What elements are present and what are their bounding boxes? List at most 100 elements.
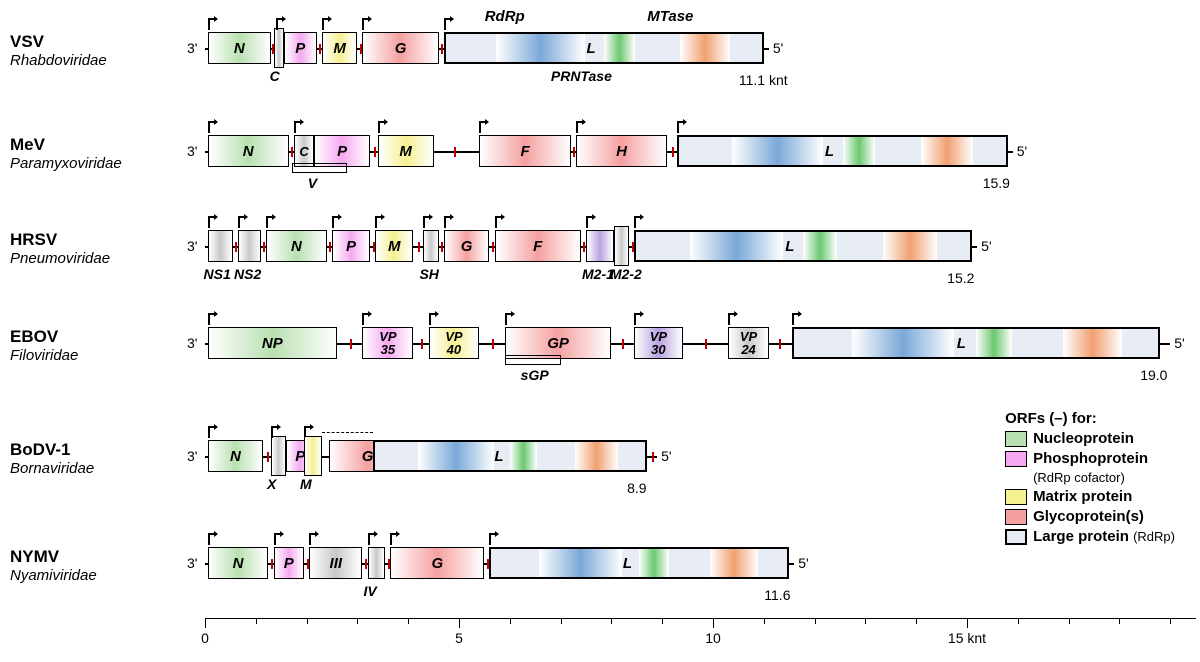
domain-label: PRNTase <box>551 68 612 84</box>
tss-arrow-icon <box>362 313 372 323</box>
tss-arrow-icon <box>208 216 218 226</box>
gene-VP30: VP30 <box>634 327 682 359</box>
genome-diagram-figure: VSVRhabdoviridae 3'5'11.1 kntNCPMGLRdRpMT… <box>10 10 1190 652</box>
tss-arrow-icon <box>728 313 738 323</box>
tss-arrow-icon <box>429 313 439 323</box>
gene-III: III <box>309 547 362 579</box>
three-prime-label: 3' <box>187 335 197 351</box>
tss-arrow-icon <box>444 216 454 226</box>
domain-label: RdRp <box>485 8 525 25</box>
five-prime-label: 5' <box>798 555 1198 571</box>
genome-row-ebov: 3'5'19.0NPVP35VP40GPsGPVP30VP24L <box>205 325 1180 363</box>
virus-label-vsv: VSVRhabdoviridae <box>10 32 195 69</box>
gene-P: P <box>274 547 304 579</box>
axis-tick-label: 5 <box>455 630 463 646</box>
tss-arrow-icon <box>792 313 802 323</box>
gene-P: P <box>332 230 370 262</box>
ige-marker <box>421 339 423 349</box>
gene-H: H <box>576 135 667 167</box>
genome-row-mev: 3'5'15.9NCPVMFHL <box>205 133 1180 171</box>
gene-sublabel: NS2 <box>234 266 261 282</box>
three-prime-label: 3' <box>187 448 197 464</box>
tss-arrow-icon <box>332 216 342 226</box>
tss-arrow-icon <box>208 313 218 323</box>
gene-N: N <box>208 440 264 472</box>
l-domain-prntase <box>976 329 1012 357</box>
gene-M: M <box>378 135 434 167</box>
gene-N: N <box>266 230 327 262</box>
virus-family: Paramyxoviridae <box>10 155 195 172</box>
five-prime-label: 5' <box>773 40 1198 56</box>
gene-M <box>304 436 322 476</box>
legend-item: Glycoprotein(s) <box>1005 508 1175 525</box>
tss-arrow-icon <box>322 18 332 28</box>
ige-marker <box>267 452 269 462</box>
tss-arrow-icon <box>294 121 304 131</box>
tss-arrow-icon <box>576 121 586 131</box>
l-domain-prntase <box>604 34 636 62</box>
gene-NS1 <box>208 230 233 262</box>
three-prime-label: 3' <box>187 40 197 56</box>
gene-SH <box>423 230 438 262</box>
gene-M22 <box>614 226 629 266</box>
l-domain-prntase <box>803 232 836 260</box>
ige-marker <box>622 339 624 349</box>
tss-arrow-icon <box>362 18 372 28</box>
genome-size-label: 15.9 <box>983 175 1188 191</box>
gene-F: F <box>479 135 570 167</box>
ige-marker <box>672 147 674 157</box>
gene-X <box>271 436 286 476</box>
three-prime-label: 3' <box>187 143 197 159</box>
tss-arrow-icon <box>304 426 314 436</box>
ige-marker <box>705 339 707 349</box>
legend: ORFs (–) for: Nucleoprotein Phosphoprotein… <box>1005 410 1175 548</box>
gene-G: G <box>362 32 438 64</box>
tss-arrow-icon <box>378 121 388 131</box>
virus-name: NYMV <box>10 547 195 567</box>
gene-VP35: VP35 <box>362 327 413 359</box>
tss-arrow-icon <box>375 216 385 226</box>
gene-C <box>274 28 284 68</box>
tss-arrow-icon <box>309 533 319 543</box>
gene-sublabel: SH <box>419 266 438 282</box>
domain-label: MTase <box>647 8 693 25</box>
legend-item: Large protein (RdRp) <box>1005 528 1175 545</box>
l-domain-rdrp <box>852 329 954 357</box>
three-prime-label: 3' <box>187 238 197 254</box>
gene-P: P <box>284 32 317 64</box>
gene-VP40: VP40 <box>429 327 480 359</box>
genome-size-label: 15.2 <box>947 270 1188 286</box>
legend-title: ORFs (–) for: <box>1005 410 1175 427</box>
l-domain-rdrp <box>418 442 494 470</box>
l-domain-rdrp <box>732 137 823 165</box>
gene-NS2 <box>238 230 261 262</box>
tss-arrow-icon <box>271 426 281 436</box>
tss-arrow-icon <box>479 121 489 131</box>
virus-name: HRSV <box>10 230 195 250</box>
gene-sublabel: M <box>300 476 312 492</box>
legend-item: Nucleoprotein <box>1005 430 1175 447</box>
gene-IV <box>368 547 386 579</box>
tss-arrow-icon <box>276 18 286 28</box>
ige-marker <box>492 339 494 349</box>
three-prime-label: 3' <box>187 555 197 571</box>
l-domain-mtase <box>710 549 757 577</box>
gene-M21 <box>586 230 614 262</box>
gene-M: M <box>375 230 413 262</box>
genome-row-vsv: 3'5'11.1 kntNCPMGLRdRpMTasePRNTase <box>205 30 1180 68</box>
l-domain-mtase <box>883 232 936 260</box>
legend-item: Phosphoprotein <box>1005 450 1175 467</box>
tss-arrow-icon <box>634 313 644 323</box>
l-domain-prntase <box>843 137 876 165</box>
gene-sublabel: M2-2 <box>610 266 642 282</box>
tss-arrow-icon <box>238 216 248 226</box>
gene-L: L <box>373 440 647 472</box>
virus-family: Bornaviridae <box>10 460 195 477</box>
tss-arrow-icon <box>634 216 644 226</box>
gene-L: L <box>634 230 972 262</box>
axis-tick-label: 15 knt <box>948 630 986 646</box>
legend-item: Matrix protein <box>1005 488 1175 505</box>
gene-N: N <box>208 135 289 167</box>
l-domain-prntase <box>510 442 537 470</box>
splice-dashed-line <box>322 432 373 433</box>
